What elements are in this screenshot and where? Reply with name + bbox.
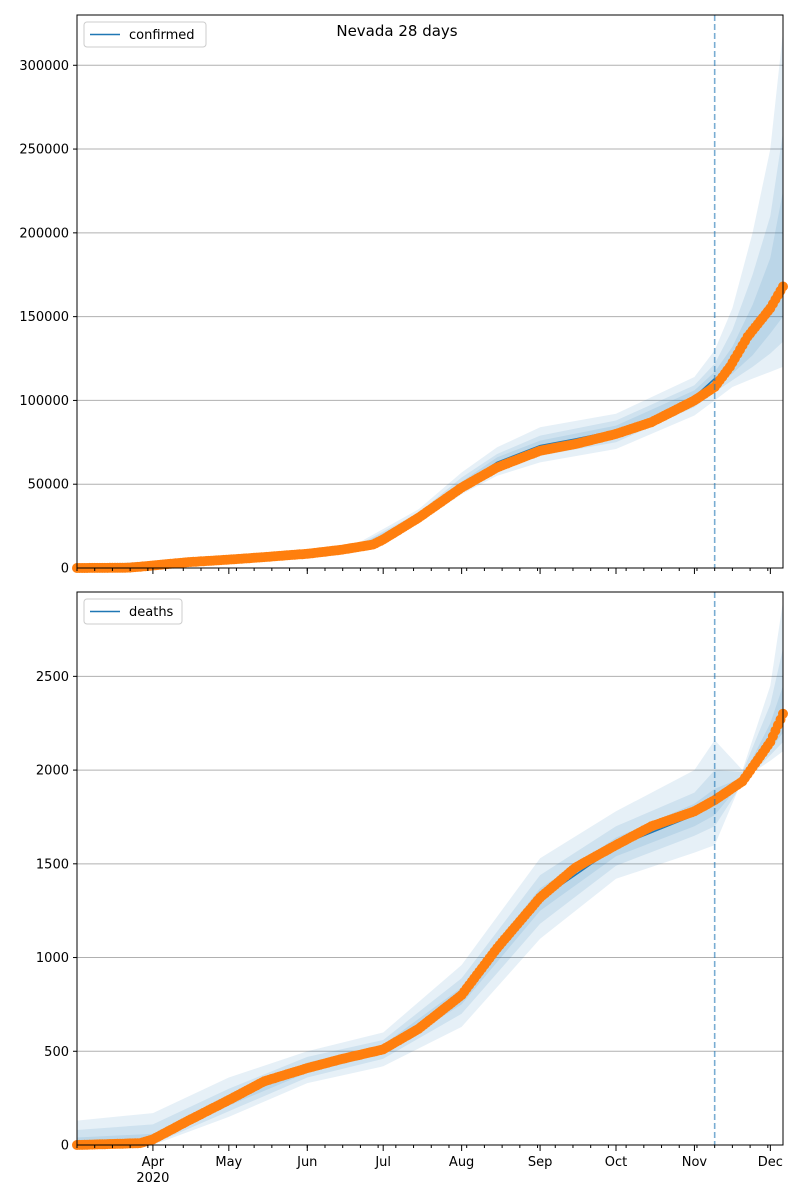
chart-title: Nevada 28 days	[336, 22, 457, 40]
x-tick-label: Nov	[682, 1155, 708, 1170]
x-year-label: 2020	[136, 1171, 169, 1186]
y-tick-label: 200000	[19, 226, 69, 241]
y-tick-label: 1500	[36, 857, 69, 872]
deaths-panel: 0 500 1000 1500 2000 2500 Apr May Jun Jul Aug Sep Oc…	[36, 591, 788, 1186]
legend-label: confirmed	[129, 28, 195, 43]
y-tick-label: 0	[61, 562, 69, 577]
y-tick-label: 1000	[36, 951, 69, 966]
axes-frame	[76, 591, 784, 1146]
x-tick-label: Jun	[296, 1155, 317, 1170]
x-tick-label: May	[215, 1155, 242, 1170]
y-tick-label: 250000	[19, 143, 69, 158]
x-tick-label: Aug	[449, 1155, 474, 1170]
y-tick-label: 300000	[19, 59, 69, 74]
confirmed-panel: 0 50000 100000 150000 200000 250000 300000 conf…	[19, 14, 788, 577]
y-tick-label: 50000	[28, 478, 69, 493]
x-tick-label: Jul	[374, 1155, 391, 1170]
x-tick-label: Oct	[605, 1155, 627, 1170]
x-tick-label: Sep	[528, 1155, 553, 1170]
x-tick-label: Dec	[758, 1155, 783, 1170]
y-tick-label: 0	[61, 1139, 69, 1154]
confidence-band-3	[77, 685, 783, 1145]
legend-label: deaths	[129, 605, 174, 620]
confidence-band-2	[77, 648, 783, 1145]
model-line	[76, 378, 716, 569]
confidence-band-1	[77, 601, 783, 1145]
y-tick-label: 100000	[19, 394, 69, 409]
y-tick-label: 2500	[36, 670, 69, 685]
confidence-band-1	[77, 31, 783, 569]
y-tick-label: 500	[44, 1045, 69, 1060]
axes-frame	[76, 14, 784, 569]
legend-box	[83, 21, 207, 48]
legend-box	[83, 598, 183, 625]
y-tick-label: 2000	[36, 764, 69, 779]
x-tick-label: Apr	[142, 1155, 165, 1170]
y-tick-label: 150000	[19, 310, 69, 325]
